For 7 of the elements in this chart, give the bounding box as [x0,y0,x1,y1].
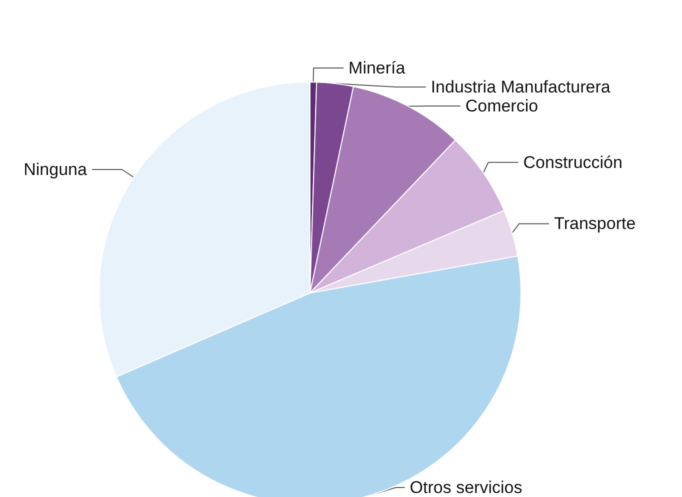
slice-label: Comercio [465,96,538,116]
slice-label: Minería [348,58,406,78]
slice-label: Industria Manufacturera [430,78,611,97]
slice-label: Ninguna [24,160,88,179]
slice-label: Construcción [523,152,622,172]
slice-label: Otros servicios [410,478,522,497]
slice-label: Transporte [554,214,636,234]
